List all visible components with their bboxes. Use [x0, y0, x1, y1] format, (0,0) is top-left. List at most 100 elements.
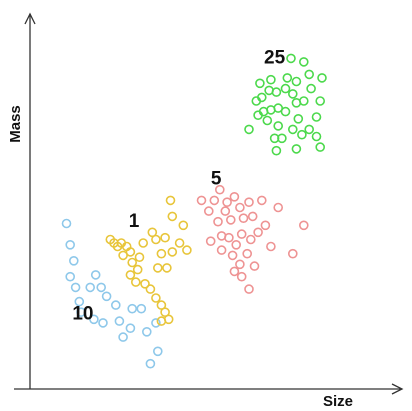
y-axis-label: Mass: [7, 105, 24, 143]
point-25-7: [256, 92, 267, 103]
point-5-29: [205, 236, 216, 246]
point-10-12: [98, 318, 108, 328]
point-5-14: [260, 220, 271, 231]
point-25-0: [244, 124, 254, 135]
point-25-17: [269, 133, 280, 144]
point-25-22: [282, 73, 293, 83]
point-1-9: [132, 264, 143, 275]
point-10-5: [74, 296, 85, 307]
point-5-1: [204, 206, 214, 216]
point-5-3: [215, 184, 225, 195]
point-5-27: [229, 266, 240, 277]
point-5-13: [256, 195, 267, 206]
point-25-26: [311, 112, 322, 122]
point-1-22: [156, 248, 167, 259]
point-5-15: [253, 227, 263, 238]
point-5-12: [247, 211, 258, 222]
point-25-9: [271, 87, 282, 97]
point-25-28: [297, 129, 307, 140]
point-10-6: [76, 307, 86, 318]
point-25-29: [311, 131, 322, 142]
point-25-27: [304, 124, 315, 135]
point-5-32: [298, 220, 309, 231]
point-5-2: [209, 195, 220, 206]
series-25: [244, 53, 327, 156]
point-1-8: [125, 270, 136, 280]
point-1-10: [134, 252, 145, 263]
point-25-18: [273, 121, 284, 131]
point-25-30: [315, 142, 326, 152]
point-5-33: [273, 202, 284, 213]
point-25-23: [291, 76, 302, 87]
point-10-20: [151, 318, 161, 328]
point-10-15: [118, 332, 128, 342]
point-25-25: [315, 96, 326, 106]
point-10-16: [125, 323, 136, 334]
point-5-16: [266, 241, 276, 252]
point-10-22: [145, 358, 156, 369]
point-10-11: [89, 314, 99, 325]
point-25-14: [293, 114, 304, 124]
point-5-28: [216, 245, 227, 255]
point-1-6: [125, 247, 136, 257]
series-10: [61, 218, 163, 369]
point-10-3: [65, 271, 75, 282]
point-5-4: [213, 216, 223, 227]
series-5: [196, 184, 309, 294]
data-points: [61, 53, 327, 369]
point-1-26: [174, 238, 185, 248]
point-1-23: [151, 234, 161, 245]
point-1-30: [165, 195, 176, 206]
point-1-24: [160, 232, 170, 243]
point-5-7: [222, 197, 232, 207]
cluster-labels: 10 1 5 25: [72, 48, 285, 325]
y-axis: [24, 12, 36, 389]
point-5-18: [236, 229, 247, 239]
point-1-25: [167, 247, 178, 257]
cluster-label-25: 25: [264, 48, 286, 69]
point-5-30: [244, 284, 254, 294]
point-25-20: [255, 78, 265, 89]
point-10-4: [70, 282, 81, 293]
point-10-0: [61, 218, 72, 229]
point-5-17: [246, 234, 256, 245]
point-5-5: [220, 206, 231, 216]
point-25-33: [304, 69, 315, 80]
cluster-label-5: 5: [211, 168, 222, 189]
point-25-15: [287, 124, 298, 135]
point-25-13: [298, 96, 309, 106]
point-25-11: [287, 89, 298, 99]
point-1-20: [153, 263, 163, 273]
point-25-34: [298, 57, 309, 67]
point-10-1: [65, 240, 75, 250]
point-5-11: [244, 197, 254, 207]
point-1-19: [156, 316, 167, 326]
point-25-31: [291, 144, 302, 154]
point-5-19: [231, 240, 241, 250]
point-10-14: [114, 316, 125, 326]
point-25-21: [266, 74, 276, 85]
point-1-7: [127, 257, 137, 268]
point-1-14: [145, 284, 156, 294]
point-1-31: [147, 227, 158, 238]
cluster-label-10: 10: [72, 303, 93, 324]
point-10-9: [96, 282, 106, 293]
point-10-19: [142, 326, 152, 337]
series-1: [105, 195, 192, 326]
point-10-10: [101, 291, 112, 302]
x-axis-label: Size: [323, 393, 353, 410]
point-25-10: [280, 83, 291, 94]
x-axis: [14, 383, 404, 395]
point-1-16: [156, 300, 167, 310]
point-1-29: [167, 211, 178, 222]
point-25-36: [317, 73, 327, 83]
point-10-2: [69, 255, 79, 266]
point-5-0: [196, 195, 207, 206]
point-1-21: [162, 263, 172, 273]
point-25-19: [262, 115, 273, 126]
point-5-10: [238, 213, 249, 223]
point-1-28: [178, 220, 189, 231]
point-5-8: [229, 192, 240, 202]
point-5-25: [249, 261, 260, 271]
point-25-35: [286, 53, 296, 64]
